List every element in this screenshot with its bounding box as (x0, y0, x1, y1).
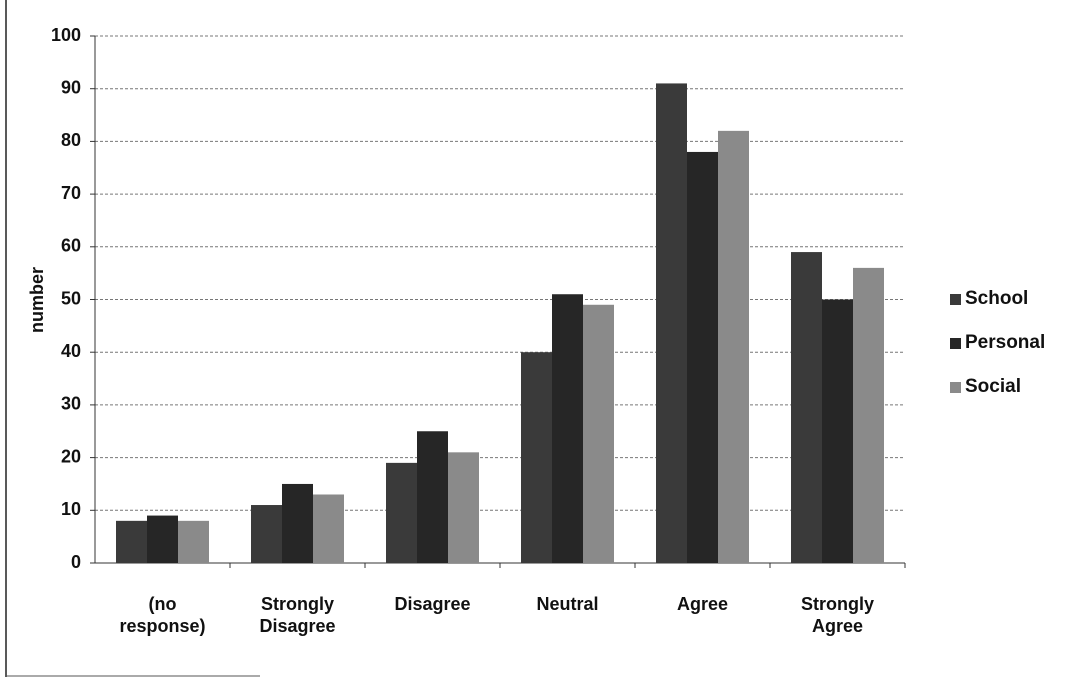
bar (282, 483, 313, 563)
bar (853, 267, 884, 563)
bar (178, 520, 209, 563)
bar (386, 462, 417, 563)
bar (718, 130, 749, 564)
bar (417, 431, 448, 563)
legend-label: Social (965, 376, 1021, 397)
legend-label: Personal (965, 332, 1046, 353)
legend-item: School (950, 288, 1028, 310)
y-tick-label: 90 (61, 77, 81, 97)
bar (656, 83, 687, 564)
bar (147, 515, 178, 563)
y-tick-label: 10 (61, 499, 81, 519)
y-tick-label: 60 (61, 236, 81, 256)
legend-swatch (950, 381, 961, 393)
y-tick-label: 80 (61, 130, 81, 150)
y-tick-label: 0 (71, 552, 81, 572)
bar (791, 252, 822, 563)
x-tick-label: Strongly Disagree (259, 594, 336, 636)
legend-item: Personal (950, 332, 1045, 354)
bar (251, 505, 282, 563)
bar (313, 494, 344, 563)
x-tick-label: Neutral (536, 594, 599, 614)
y-tick-label: 50 (61, 288, 81, 308)
x-tick-label: Strongly Agree (800, 594, 874, 636)
bar (116, 520, 147, 563)
legend-swatch (950, 337, 961, 349)
bar (583, 304, 614, 563)
legend-item: Social (950, 376, 1021, 398)
y-tick-label: 100 (51, 25, 81, 45)
bar (822, 299, 853, 563)
y-axis-label: number (27, 267, 47, 333)
x-tick-label: (no response) (119, 594, 206, 636)
x-tick-label: Agree (676, 594, 729, 614)
y-tick-label: 30 (61, 394, 81, 414)
bar (687, 151, 718, 563)
bar (448, 452, 479, 563)
legend-swatch (950, 293, 961, 305)
x-tick-label: Disagree (394, 594, 471, 614)
y-tick-label: 20 (61, 446, 81, 466)
bar (552, 294, 583, 563)
legend-label: School (965, 288, 1029, 309)
bar (521, 352, 552, 563)
y-tick-label: 40 (61, 341, 81, 361)
y-tick-label: 70 (61, 183, 81, 203)
